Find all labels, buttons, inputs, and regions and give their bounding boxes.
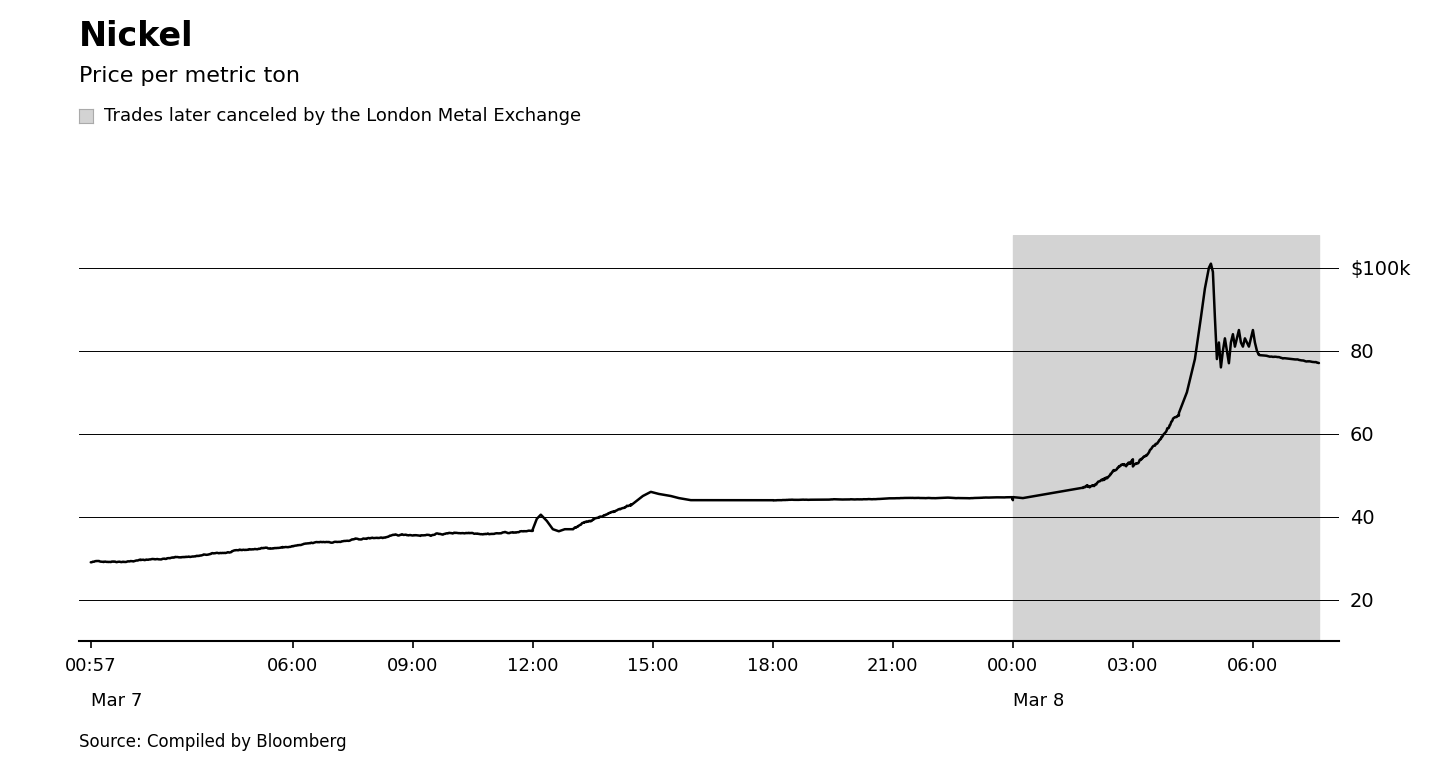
Text: Mar 8: Mar 8	[1012, 692, 1064, 710]
Bar	[1012, 235, 1319, 641]
Text: Trades later canceled by the London Metal Exchange: Trades later canceled by the London Meta…	[105, 106, 581, 125]
Text: Mar 7: Mar 7	[90, 692, 142, 710]
Text: Nickel: Nickel	[79, 20, 193, 52]
Text: Price per metric ton: Price per metric ton	[79, 66, 299, 87]
Text: Source: Compiled by Bloomberg: Source: Compiled by Bloomberg	[79, 733, 347, 751]
